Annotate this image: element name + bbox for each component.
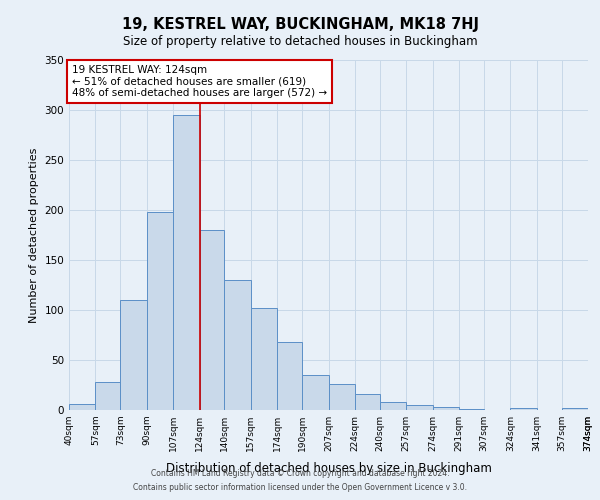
- Bar: [355, 394, 380, 410]
- Bar: [380, 402, 406, 410]
- Bar: [120, 300, 146, 410]
- Bar: [511, 408, 537, 410]
- Bar: [562, 408, 588, 410]
- Bar: [69, 404, 95, 410]
- Bar: [302, 375, 329, 410]
- Text: Contains public sector information licensed under the Open Government Licence v : Contains public sector information licen…: [133, 484, 467, 492]
- Bar: [224, 280, 251, 410]
- Bar: [146, 212, 173, 410]
- Bar: [173, 115, 200, 410]
- Bar: [277, 342, 302, 410]
- X-axis label: Distribution of detached houses by size in Buckingham: Distribution of detached houses by size …: [166, 462, 491, 475]
- Bar: [251, 308, 277, 410]
- Bar: [459, 409, 484, 410]
- Bar: [200, 230, 224, 410]
- Text: Contains HM Land Registry data © Crown copyright and database right 2024.: Contains HM Land Registry data © Crown c…: [151, 468, 449, 477]
- Text: Size of property relative to detached houses in Buckingham: Size of property relative to detached ho…: [122, 35, 478, 48]
- Text: 19 KESTREL WAY: 124sqm
← 51% of detached houses are smaller (619)
48% of semi-de: 19 KESTREL WAY: 124sqm ← 51% of detached…: [72, 65, 327, 98]
- Bar: [95, 382, 120, 410]
- Y-axis label: Number of detached properties: Number of detached properties: [29, 148, 39, 322]
- Bar: [433, 407, 459, 410]
- Text: 19, KESTREL WAY, BUCKINGHAM, MK18 7HJ: 19, KESTREL WAY, BUCKINGHAM, MK18 7HJ: [121, 18, 479, 32]
- Bar: [406, 405, 433, 410]
- Bar: [329, 384, 355, 410]
